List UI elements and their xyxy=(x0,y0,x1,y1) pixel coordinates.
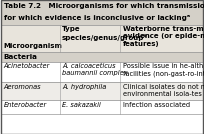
Text: Enterobacter: Enterobacter xyxy=(3,102,47,108)
Text: A. hydrophila: A. hydrophila xyxy=(62,84,106,90)
Text: for which evidence is inconclusive or lackingᵃ: for which evidence is inconclusive or la… xyxy=(4,15,190,21)
Bar xyxy=(1,25,203,52)
Bar xyxy=(1,0,203,25)
Bar xyxy=(1,62,203,82)
Text: Waterborne trans­mission
evidence (or epide­miological
features): Waterborne trans­mission evidence (or ep… xyxy=(123,26,204,47)
Text: Acinetobacter: Acinetobacter xyxy=(3,63,50,69)
Bar xyxy=(1,82,203,100)
Text: Microorganism: Microorganism xyxy=(3,43,62,49)
Text: Type
species/genus/groupᵇ: Type species/genus/groupᵇ xyxy=(62,26,148,41)
Text: Infection associated: Infection associated xyxy=(123,102,190,108)
Text: Possible issue in he­alth
facilities (non-gast­ro­intestinal): Possible issue in he­alth facilities (no… xyxy=(123,63,204,77)
Bar xyxy=(1,52,203,62)
Text: Clinical isolates do not match
environmental isola­tes: Clinical isolates do not match environme… xyxy=(123,84,204,97)
Bar xyxy=(1,100,203,114)
Text: Aeromonas: Aeromonas xyxy=(3,84,41,90)
Text: E. sakazakii: E. sakazakii xyxy=(62,102,101,108)
Text: Table 7.2   Microorganisms for which transmission through: Table 7.2 Microorganisms for which trans… xyxy=(4,3,204,9)
Text: Bacteria: Bacteria xyxy=(3,54,38,60)
Text: A. calcoaceticus
baumannii complex: A. calcoaceticus baumannii complex xyxy=(62,63,128,76)
